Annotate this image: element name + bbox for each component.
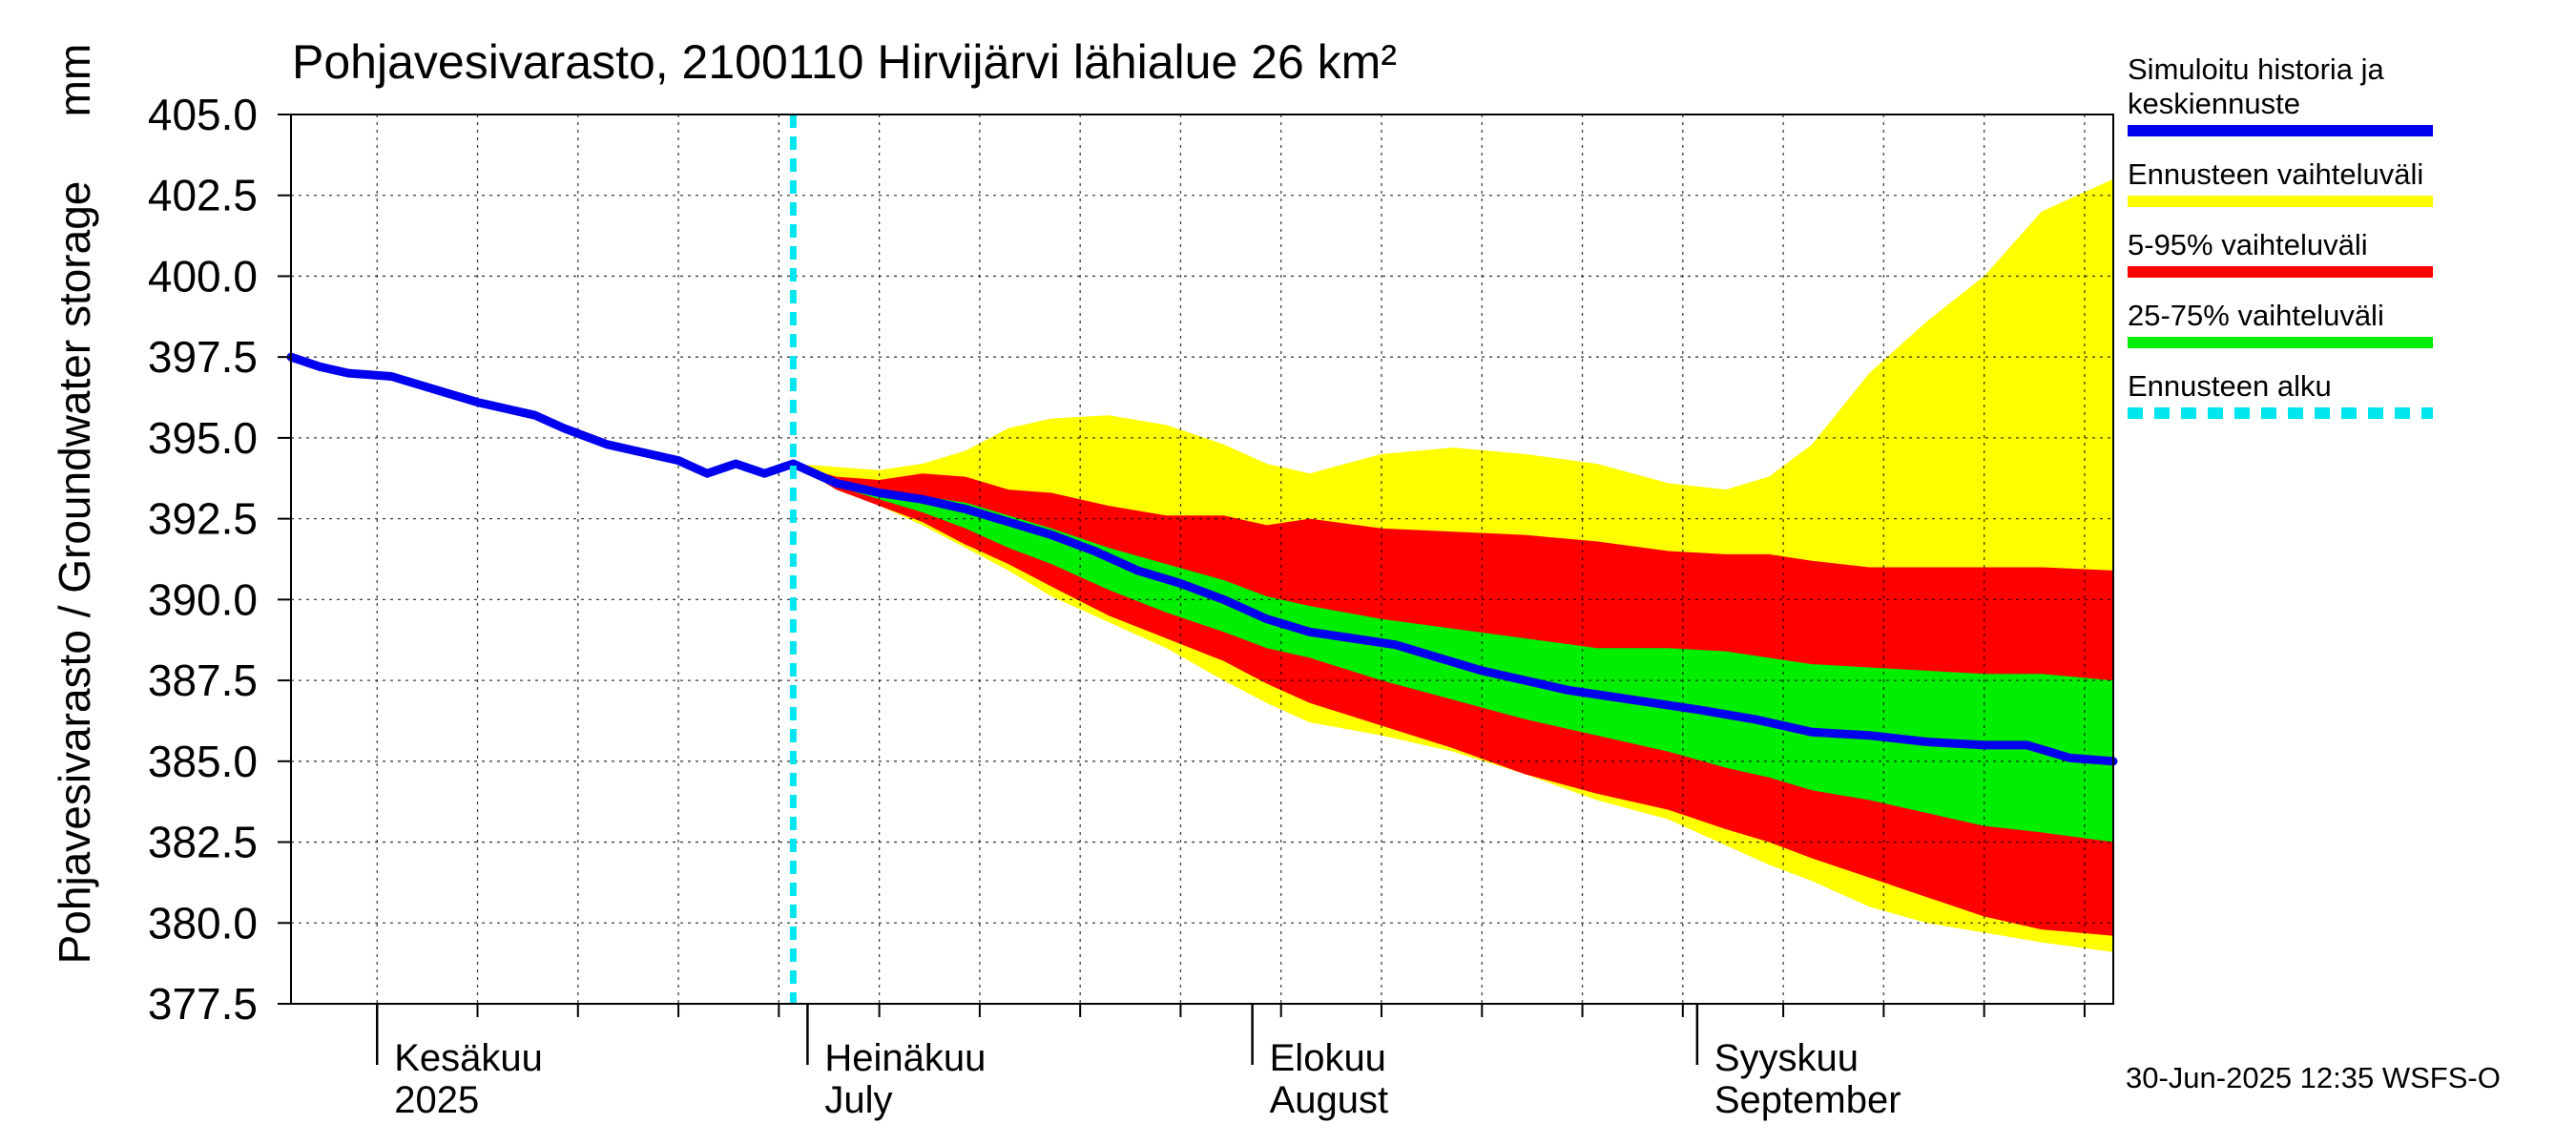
y-tick-label: 377.5 xyxy=(148,979,258,1029)
legend-item: Ennusteen alku xyxy=(2128,369,2442,419)
y-tick-label: 400.0 xyxy=(148,251,258,301)
legend-label: 5-95% vaihteluväli xyxy=(2128,228,2368,261)
legend-label: Ennusteen alku xyxy=(2128,369,2332,403)
y-tick-label: 385.0 xyxy=(148,737,258,786)
month-sublabel: 2025 xyxy=(394,1079,479,1121)
legend-label: Simuloitu historia ja xyxy=(2128,52,2384,86)
chart-title: Pohjavesivarasto, 2100110 Hirvijärvi läh… xyxy=(292,35,1397,89)
legend-label: 25-75% vaihteluväli xyxy=(2128,299,2384,332)
month-sublabel: September xyxy=(1714,1079,1901,1121)
band-3 xyxy=(793,464,2113,843)
median-series xyxy=(286,114,2118,1004)
plot-frame xyxy=(290,114,2114,1005)
legend-swatch xyxy=(2128,125,2433,136)
legend-item: 25-75% vaihteluväli xyxy=(2128,299,2442,348)
month-sublabel: July xyxy=(824,1079,892,1121)
month-label: Syyskuu xyxy=(1714,1037,1859,1079)
month-label: Heinäkuu xyxy=(824,1037,986,1079)
y-tick-label: 387.5 xyxy=(148,656,258,705)
month-label: Elokuu xyxy=(1270,1037,1386,1079)
legend: Simuloitu historia ja keskiennuste Ennuste… xyxy=(2128,52,2442,440)
legend-item: Ennusteen vaihteluväli xyxy=(2128,157,2442,207)
legend-item: Simuloitu historia ja keskiennuste xyxy=(2128,52,2442,136)
y-axis-label: Pohjavesivarasto / Groundwater storage xyxy=(50,181,99,965)
median-line xyxy=(286,352,2118,766)
y-tick-label: 380.0 xyxy=(148,898,258,947)
y-tick-label: 402.5 xyxy=(148,171,258,220)
legend-label: Ennusteen vaihteluväli xyxy=(2128,157,2424,191)
month-sublabel: August xyxy=(1270,1079,1389,1121)
month-label: Kesäkuu xyxy=(394,1037,543,1079)
legend-swatch xyxy=(2128,196,2433,207)
legend-label: keskiennuste xyxy=(2128,87,2300,120)
legend-item: 5-95% vaihteluväli xyxy=(2128,228,2442,278)
legend-swatch xyxy=(2128,337,2433,348)
plot-border xyxy=(290,114,2114,1005)
y-tick-label: 390.0 xyxy=(148,574,258,624)
y-tick-label: 397.5 xyxy=(148,332,258,382)
y-axis: 377.5 380.0 382.5 385.0 387.5 390.0 392.5 395.0… xyxy=(148,90,291,1029)
y-tick-label: 382.5 xyxy=(148,818,258,867)
y-axis-unit: mm xyxy=(50,44,99,117)
timestamp-footer: 30-Jun-2025 12:35 WSFS-O xyxy=(2126,1061,2501,1094)
y-tick-label: 392.5 xyxy=(148,494,258,544)
y-tick-label: 395.0 xyxy=(148,413,258,463)
legend-swatch xyxy=(2128,407,2433,419)
y-tick-label: 405.0 xyxy=(148,90,258,139)
legend-swatch xyxy=(2128,266,2433,278)
grid-lines xyxy=(291,114,2113,1004)
